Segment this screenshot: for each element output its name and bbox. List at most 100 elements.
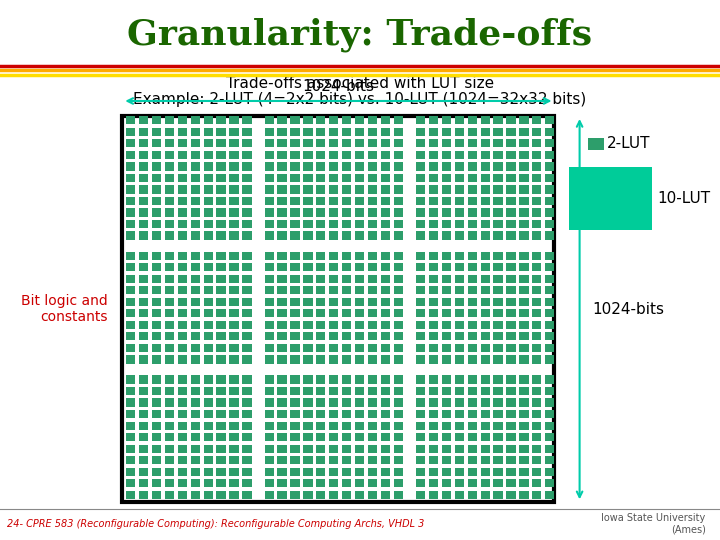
Bar — [139, 139, 148, 147]
Bar — [506, 252, 516, 260]
Bar — [126, 298, 135, 306]
Bar — [455, 422, 464, 430]
Bar — [303, 422, 312, 430]
Bar — [368, 387, 377, 395]
Bar — [442, 332, 451, 341]
Bar — [342, 332, 351, 341]
Bar — [394, 468, 403, 476]
Bar — [204, 263, 213, 271]
Bar — [342, 174, 351, 182]
Bar — [165, 479, 174, 488]
Bar — [381, 444, 390, 453]
Bar — [217, 433, 226, 441]
Bar — [394, 387, 403, 395]
Bar — [467, 422, 477, 430]
Bar — [532, 433, 541, 441]
Bar — [152, 355, 161, 363]
Bar — [139, 274, 148, 283]
Bar — [191, 231, 200, 240]
Bar — [545, 252, 554, 260]
Bar — [191, 332, 200, 341]
Bar — [230, 185, 238, 193]
Bar — [329, 433, 338, 441]
Bar — [342, 252, 351, 260]
Bar — [178, 456, 187, 464]
Bar — [532, 387, 541, 395]
Bar — [442, 479, 451, 488]
Bar — [242, 309, 251, 318]
Bar — [264, 231, 274, 240]
Bar — [329, 208, 338, 217]
Bar — [455, 355, 464, 363]
Bar — [342, 162, 351, 171]
Bar — [381, 321, 390, 329]
Bar — [139, 321, 148, 329]
Bar — [329, 468, 338, 476]
Bar — [191, 274, 200, 283]
Bar — [165, 433, 174, 441]
Bar — [204, 355, 213, 363]
Bar — [519, 456, 528, 464]
Bar — [316, 231, 325, 240]
Bar — [329, 197, 338, 205]
Bar — [519, 444, 528, 453]
Bar — [545, 332, 554, 341]
Bar — [217, 252, 226, 260]
Bar — [545, 410, 554, 418]
Bar — [381, 355, 390, 363]
Bar — [303, 375, 312, 384]
Bar — [329, 174, 338, 182]
Bar — [303, 479, 312, 488]
Bar — [329, 116, 338, 124]
Bar — [342, 197, 351, 205]
Bar — [303, 274, 312, 283]
Bar — [493, 208, 503, 217]
Bar — [455, 444, 464, 453]
Bar — [204, 410, 213, 418]
Bar — [381, 185, 390, 193]
Bar — [480, 321, 490, 329]
Bar — [277, 422, 287, 430]
Bar — [355, 321, 364, 329]
Bar — [381, 252, 390, 260]
Bar — [191, 151, 200, 159]
Bar — [429, 410, 438, 418]
Bar — [277, 174, 287, 182]
Bar — [355, 274, 364, 283]
Bar — [230, 298, 238, 306]
Bar — [545, 263, 554, 271]
Bar — [277, 479, 287, 488]
Bar — [455, 410, 464, 418]
Bar — [165, 185, 174, 193]
Bar — [467, 433, 477, 441]
Bar — [126, 197, 135, 205]
Bar — [217, 208, 226, 217]
Bar — [204, 185, 213, 193]
Bar — [416, 197, 426, 205]
Bar — [165, 151, 174, 159]
Bar — [545, 387, 554, 395]
Bar — [242, 185, 251, 193]
Bar — [493, 174, 503, 182]
Bar — [277, 274, 287, 283]
Bar — [368, 399, 377, 407]
Bar — [545, 298, 554, 306]
Bar — [126, 387, 135, 395]
Bar — [217, 139, 226, 147]
Bar — [126, 344, 135, 352]
Bar — [316, 422, 325, 430]
Bar — [264, 286, 274, 294]
Bar — [139, 479, 148, 488]
Bar — [519, 375, 528, 384]
Bar — [277, 433, 287, 441]
Bar — [264, 456, 274, 464]
Bar — [545, 444, 554, 453]
Bar — [532, 116, 541, 124]
Bar — [381, 422, 390, 430]
Bar — [545, 479, 554, 488]
Bar — [290, 263, 300, 271]
Bar — [242, 263, 251, 271]
Bar — [394, 174, 403, 182]
Bar — [519, 355, 528, 363]
Bar — [416, 231, 426, 240]
